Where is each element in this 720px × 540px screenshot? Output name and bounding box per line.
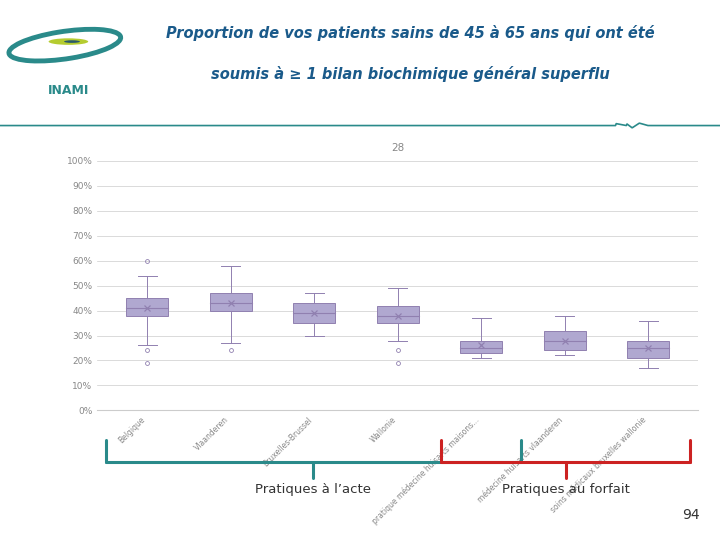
Bar	[544, 330, 585, 350]
Text: Pratiques à l’acte: Pratiques à l’acte	[256, 483, 372, 496]
Text: Pratiques au forfait: Pratiques au forfait	[502, 483, 629, 496]
Bar	[127, 298, 168, 315]
Bar	[377, 306, 418, 323]
Bar	[210, 293, 252, 310]
Text: INAMI: INAMI	[48, 84, 89, 97]
Ellipse shape	[64, 40, 80, 43]
Bar	[627, 341, 669, 358]
Text: 94: 94	[683, 508, 700, 522]
Ellipse shape	[49, 38, 89, 45]
Text: soumis à ≥ 1 bilan biochimique général superflu: soumis à ≥ 1 bilan biochimique général s…	[211, 66, 610, 82]
Bar	[294, 303, 336, 323]
Bar	[460, 341, 502, 353]
Text: Proportion de vos patients sains de 45 à 65 ans qui ont été: Proportion de vos patients sains de 45 à…	[166, 25, 654, 41]
Text: 28: 28	[391, 143, 405, 153]
